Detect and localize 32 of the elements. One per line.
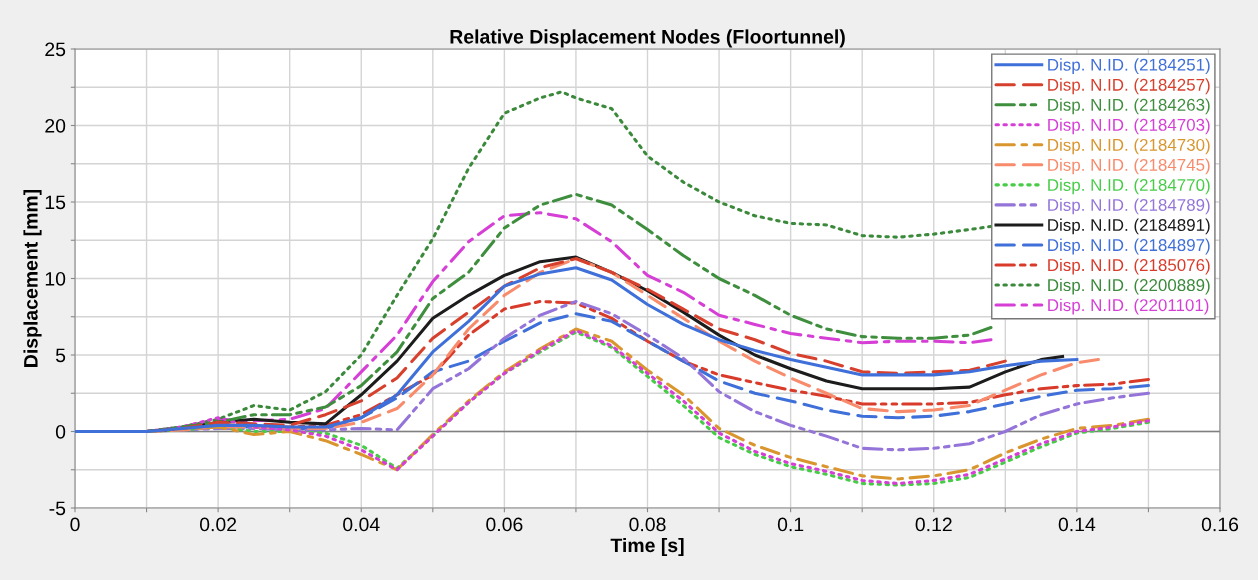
legend-label: Disp. N.ID. (2184745) bbox=[1048, 158, 1210, 175]
y-axis-title: Displacement [mm] bbox=[23, 189, 42, 367]
y-tick-label: -5 bbox=[49, 501, 66, 516]
x-tick-label: 0.08 bbox=[629, 517, 666, 532]
chart-title: Relative Displacement Nodes (Floortunnel) bbox=[450, 29, 845, 48]
legend-label: Disp. N.ID. (2185076) bbox=[1048, 258, 1210, 275]
legend-label: Disp. N.ID. (2184251) bbox=[1048, 58, 1210, 75]
y-tick-label: 5 bbox=[55, 348, 66, 363]
x-tick-label: 0.12 bbox=[915, 517, 952, 532]
x-tick-label: 0.16 bbox=[1201, 517, 1239, 532]
legend-label: Disp. N.ID. (2184789) bbox=[1048, 198, 1210, 215]
x-tick-label: 0.06 bbox=[486, 517, 523, 532]
legend-label: Disp. N.ID. (2184730) bbox=[1048, 138, 1210, 155]
x-axis-title: Time [s] bbox=[610, 537, 684, 557]
legend-label: Disp. N.ID. (2184897) bbox=[1048, 238, 1210, 255]
legend-label: Disp. N.ID. (2184891) bbox=[1048, 218, 1210, 235]
y-tick-label: 25 bbox=[45, 42, 66, 57]
y-tick-label: 0 bbox=[55, 424, 66, 439]
legend-label: Disp. N.ID. (2184257) bbox=[1048, 78, 1210, 95]
y-tick-label: 15 bbox=[45, 195, 66, 210]
legend-label: Disp. N.ID. (2184703) bbox=[1048, 118, 1210, 135]
legend-label: Disp. N.ID. (2184263) bbox=[1048, 98, 1210, 115]
legend-label: Disp. N.ID. (2184770) bbox=[1048, 178, 1210, 195]
legend-label: Disp. N.ID. (2201101) bbox=[1048, 298, 1209, 315]
y-tick-label: 20 bbox=[45, 118, 66, 133]
legend-label: Disp. N.ID. (2200889) bbox=[1048, 278, 1210, 295]
x-tick-label: 0.14 bbox=[1058, 517, 1096, 532]
y-tick-label: 10 bbox=[45, 271, 66, 286]
x-tick-label: 0.02 bbox=[199, 517, 237, 532]
x-tick-label: 0 bbox=[70, 517, 80, 532]
x-tick-label: 0.1 bbox=[777, 517, 804, 532]
x-tick-label: 0.04 bbox=[343, 517, 380, 532]
